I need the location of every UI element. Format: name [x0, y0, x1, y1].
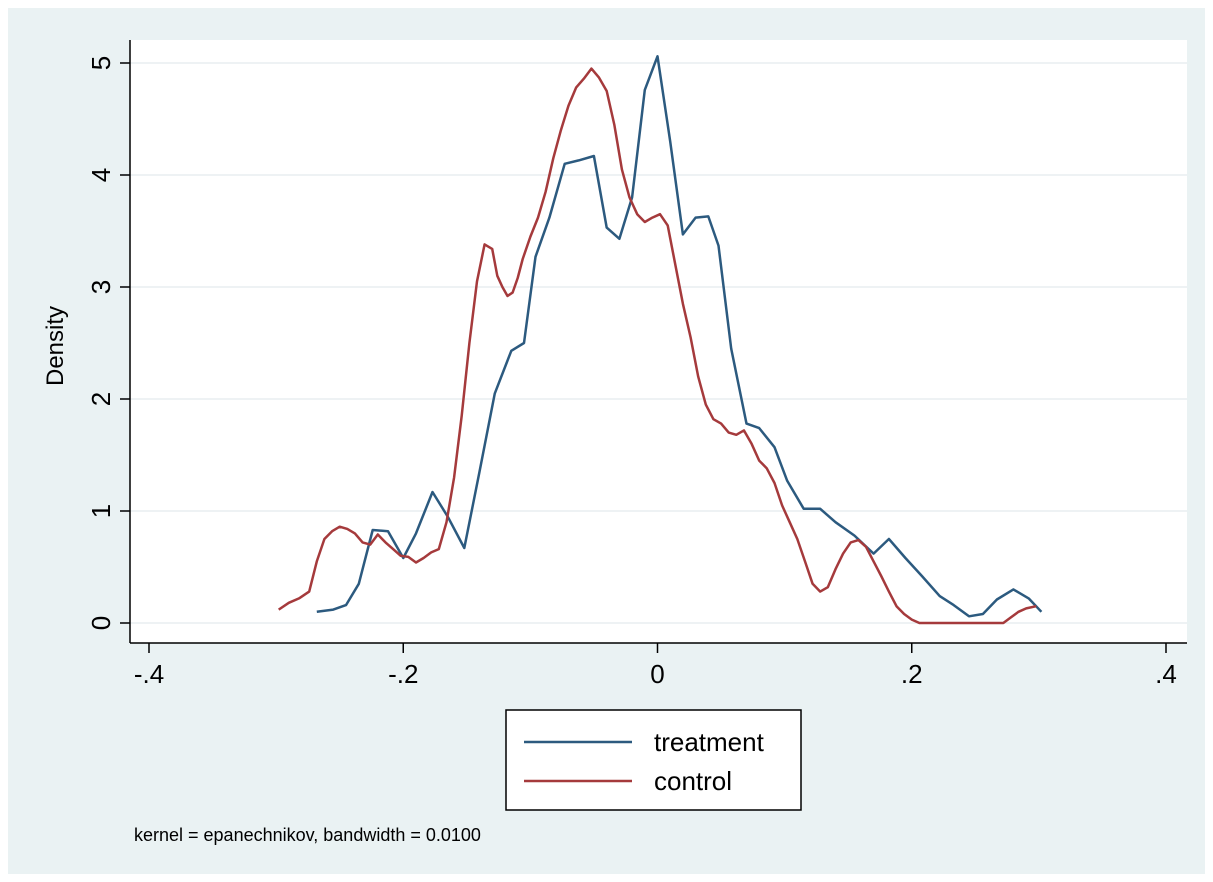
x-tick-label: 0	[650, 659, 664, 689]
y-tick-label: 0	[86, 616, 116, 630]
chart-frame: 0 1 2 3 4 5 -.4 -.2 0 .2 .4 Density treatment cont…	[8, 8, 1205, 874]
series-line-treatment	[316, 55, 1043, 618]
y-tick-label: 5	[86, 56, 116, 70]
x-tick-label: -.2	[388, 659, 418, 689]
x-tick-label: .4	[1155, 659, 1177, 689]
series-line-control	[278, 67, 1037, 625]
y-tick-label: 4	[86, 168, 116, 182]
y-tick-label: 1	[86, 504, 116, 518]
x-tick-label: -.4	[134, 659, 164, 689]
series-lines	[278, 55, 1043, 625]
y-tick-label: 2	[86, 392, 116, 406]
kernel-note: kernel = epanechnikov, bandwidth = 0.010…	[134, 825, 481, 845]
x-tick-label: .2	[901, 659, 923, 689]
density-chart: 0 1 2 3 4 5 -.4 -.2 0 .2 .4 Density treatment cont…	[42, 40, 1187, 845]
axes: 0 1 2 3 4 5 -.4 -.2 0 .2 .4	[86, 40, 1187, 689]
legend-label-control: control	[654, 766, 732, 796]
legend-label-treatment: treatment	[654, 727, 765, 757]
y-tick-label: 3	[86, 280, 116, 294]
plot-area	[130, 40, 1187, 643]
y-axis-title: Density	[42, 306, 69, 386]
legend: treatment control	[505, 709, 802, 811]
legend-box	[505, 709, 802, 811]
